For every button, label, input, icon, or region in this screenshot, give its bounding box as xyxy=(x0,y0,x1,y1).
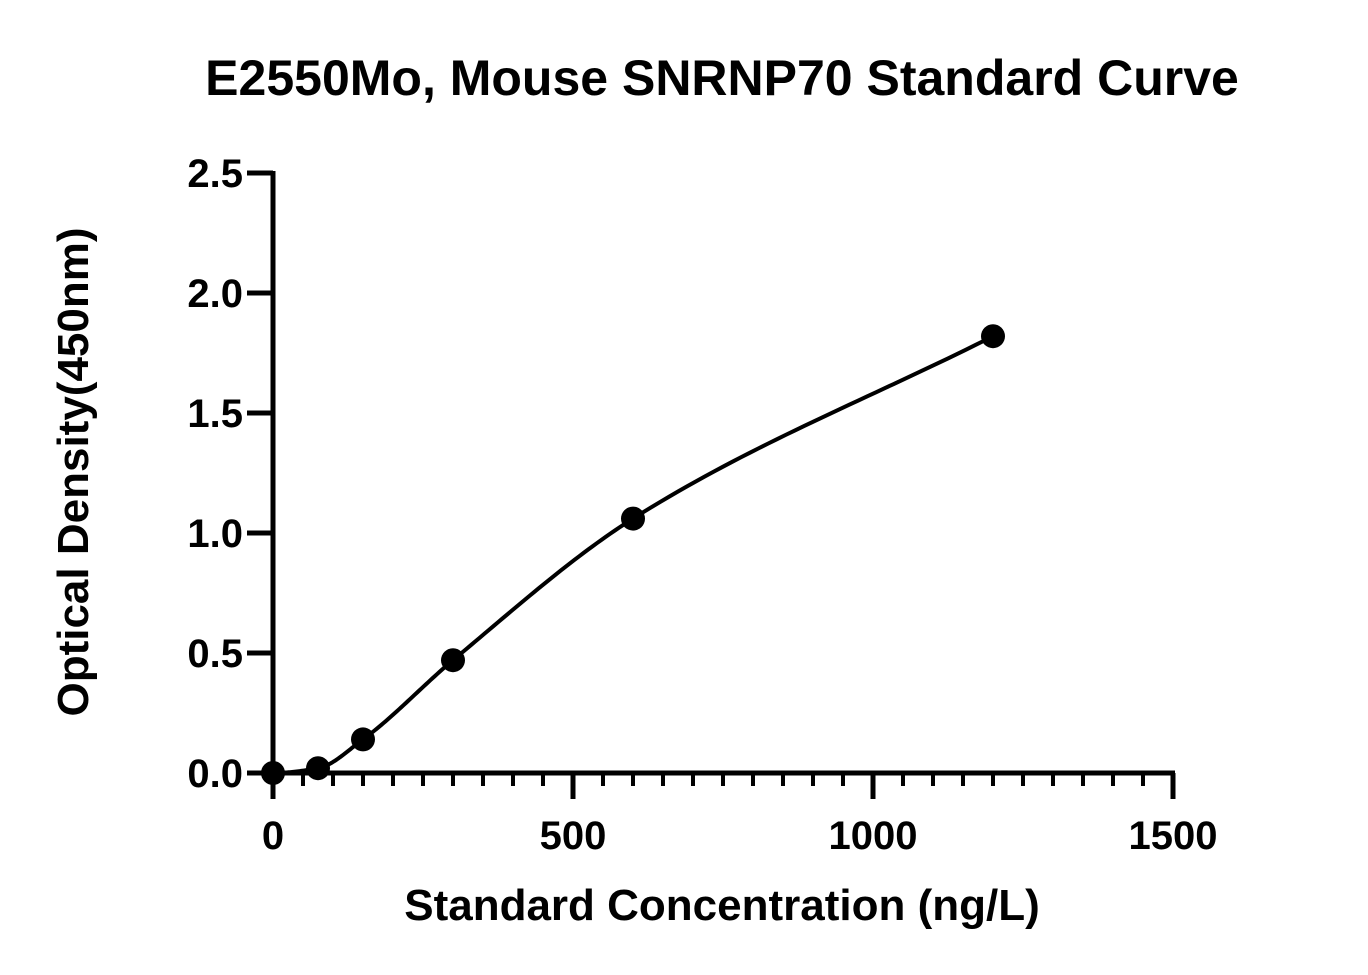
data-point xyxy=(351,727,375,752)
y-axis-label: Optical Density(450nm) xyxy=(49,227,98,716)
data-point xyxy=(441,648,465,673)
chart-title: E2550Mo, Mouse SNRNP70 Standard Curve xyxy=(205,50,1239,106)
y-tick-label: 0.5 xyxy=(187,632,243,676)
data-point xyxy=(981,324,1005,349)
x-tick-label: 0 xyxy=(262,814,284,858)
fit-curve xyxy=(271,334,995,775)
data-point xyxy=(621,506,645,531)
y-tick-label: 1.5 xyxy=(187,392,243,436)
data-point xyxy=(261,761,285,785)
y-tick-label: 2.0 xyxy=(187,272,243,316)
y-tick-label: 2.5 xyxy=(187,152,243,196)
x-tick-label: 1000 xyxy=(829,814,918,858)
plot-area: 0.0 0.5 1.0 1.5 2.0 2.5 0 500 1000 1500 xyxy=(187,152,1217,858)
data-point xyxy=(306,756,330,781)
y-tick-label: 1.0 xyxy=(187,512,243,556)
x-axis-label: Standard Concentration (ng/L) xyxy=(404,881,1040,930)
x-tick-label: 500 xyxy=(540,814,607,858)
y-tick-label: 0.0 xyxy=(187,752,243,796)
x-tick-label: 1500 xyxy=(1129,814,1218,858)
